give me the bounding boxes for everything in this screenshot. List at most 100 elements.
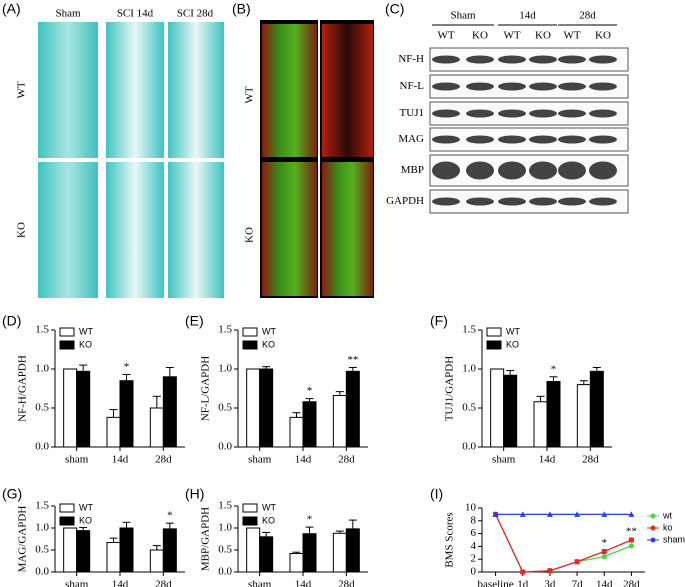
marker bbox=[601, 554, 607, 560]
x-tick-label: 7d bbox=[572, 579, 584, 587]
legend-label: ko bbox=[663, 522, 673, 532]
x-tick-label: 14d bbox=[112, 454, 129, 466]
panel-label: (E) bbox=[185, 313, 204, 329]
x-tick-label: sham bbox=[492, 454, 516, 466]
chart: (F) TUJ1/GAPDH 0.0 0.5 1.0 1.5 sham 14d 28d * WT KO bbox=[430, 313, 612, 466]
bar bbox=[503, 374, 518, 448]
band bbox=[589, 197, 617, 206]
line bbox=[494, 514, 632, 573]
x-tick-label: 28d bbox=[338, 579, 355, 587]
bar bbox=[119, 380, 134, 448]
marker bbox=[628, 511, 635, 517]
x-tick-label: 14d bbox=[295, 454, 312, 466]
y-tick-label: 1.5 bbox=[218, 500, 232, 512]
legend-label: KO bbox=[506, 339, 519, 349]
panel-label: (D) bbox=[2, 313, 21, 329]
marker bbox=[628, 543, 635, 549]
legend-label: wt bbox=[662, 510, 672, 520]
panel-label: (G) bbox=[2, 486, 22, 502]
bar bbox=[162, 376, 177, 448]
band bbox=[466, 197, 494, 206]
legend-swatch bbox=[486, 327, 502, 337]
band bbox=[589, 109, 617, 118]
marker bbox=[519, 511, 526, 517]
bar bbox=[302, 533, 317, 573]
bar bbox=[63, 368, 78, 448]
bar bbox=[533, 401, 548, 448]
significance: ** bbox=[347, 354, 358, 366]
band bbox=[466, 109, 494, 118]
row-label: TUJ1 bbox=[400, 107, 424, 119]
marker bbox=[601, 549, 607, 555]
band bbox=[529, 161, 557, 180]
row-label: WT bbox=[16, 81, 28, 98]
y-axis-label: NF-L/GAPDH bbox=[200, 356, 212, 421]
legend-label: KO bbox=[79, 515, 92, 525]
lane-label: KO bbox=[595, 30, 611, 42]
row-label: MAG bbox=[398, 133, 424, 145]
panel-a: (A) Sham SCI 14d SCI 28d WT KO bbox=[2, 1, 224, 298]
band bbox=[529, 109, 557, 118]
legend-swatch bbox=[242, 516, 258, 526]
micrograph bbox=[106, 22, 164, 158]
significance: * bbox=[551, 363, 557, 375]
chart: (D) NF-H/GAPDH 0.0 0.5 1.0 1.5 sham 14d 28d * WT KO bbox=[2, 313, 185, 466]
y-tick-label: 0.0 bbox=[35, 566, 49, 578]
micrograph bbox=[168, 22, 224, 158]
column-label: SCI 28d bbox=[329, 9, 366, 21]
band bbox=[498, 161, 526, 180]
band bbox=[589, 82, 617, 91]
band bbox=[558, 55, 586, 64]
bar bbox=[289, 416, 304, 448]
y-tick-label: 1.5 bbox=[35, 500, 49, 512]
x-tick-label: sham bbox=[65, 454, 89, 466]
y-tick-label: 0.5 bbox=[35, 402, 49, 414]
micrograph bbox=[168, 162, 224, 298]
legend-swatch bbox=[242, 327, 258, 337]
band bbox=[498, 82, 526, 91]
micrograph bbox=[262, 162, 317, 296]
band bbox=[466, 135, 494, 144]
y-tick-label: 1.0 bbox=[35, 363, 49, 375]
micrograph bbox=[106, 162, 164, 298]
column-label: Sham bbox=[55, 8, 81, 20]
x-tick-label: sham bbox=[248, 454, 272, 466]
bar bbox=[106, 416, 121, 448]
legend-label: KO bbox=[262, 339, 275, 349]
lane-label: KO bbox=[472, 30, 488, 42]
y-tick-label: 1.0 bbox=[35, 522, 49, 534]
bar bbox=[302, 401, 317, 448]
legend-swatch bbox=[59, 327, 75, 337]
legend-marker bbox=[650, 525, 656, 531]
x-tick-label: 28d bbox=[338, 454, 355, 466]
legend-swatch bbox=[486, 340, 502, 350]
lane-label: WT bbox=[563, 30, 580, 42]
panel-label: (A) bbox=[2, 1, 21, 17]
column-label: SCI 14d bbox=[117, 8, 154, 20]
row-label: KO bbox=[16, 222, 28, 238]
band bbox=[432, 197, 460, 206]
x-tick-label: 14d bbox=[596, 579, 613, 587]
band bbox=[589, 135, 617, 144]
bar bbox=[332, 532, 347, 573]
marker bbox=[492, 511, 499, 517]
y-tick-label: 1.0 bbox=[462, 363, 476, 375]
bar bbox=[259, 536, 274, 573]
bar bbox=[76, 370, 91, 448]
band bbox=[589, 55, 617, 64]
marker bbox=[520, 569, 526, 575]
y-tick-label: 6 bbox=[471, 527, 477, 539]
legend-marker bbox=[650, 537, 656, 543]
y-tick-label: 10 bbox=[465, 502, 477, 514]
group-label: 14d bbox=[519, 10, 536, 22]
x-tick-label: 28d bbox=[623, 579, 640, 587]
bar bbox=[63, 527, 78, 573]
x-tick-label: baseline bbox=[478, 579, 514, 587]
row-label: WT bbox=[244, 86, 256, 103]
legend-marker bbox=[650, 513, 656, 519]
band bbox=[558, 197, 586, 206]
bar bbox=[246, 527, 261, 573]
legend-label: WT bbox=[79, 502, 93, 512]
legend-label: KO bbox=[262, 515, 275, 525]
